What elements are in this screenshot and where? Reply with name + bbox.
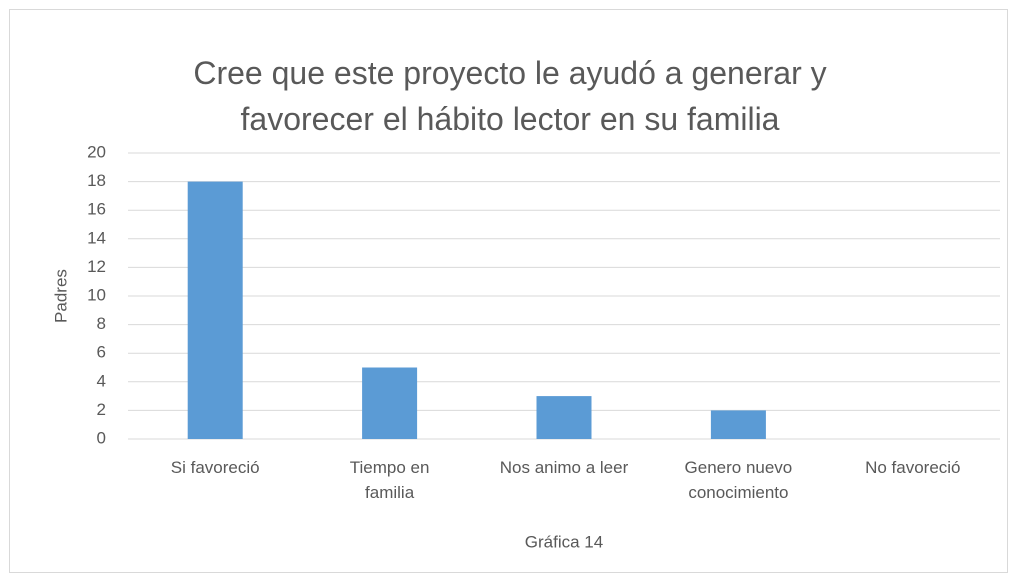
y-tick-label: 0 bbox=[97, 428, 106, 447]
y-tick-label: 6 bbox=[97, 343, 106, 362]
bar bbox=[536, 396, 592, 439]
y-tick-label: 12 bbox=[87, 257, 106, 276]
y-tick-label: 4 bbox=[97, 371, 106, 390]
y-tick-label: 16 bbox=[87, 200, 106, 219]
x-tick-label: No favoreció bbox=[865, 458, 960, 477]
bar bbox=[710, 410, 766, 439]
x-tick-label: Si favoreció bbox=[171, 458, 260, 477]
bar bbox=[362, 367, 418, 439]
x-tick-label: Tiempo en familia bbox=[350, 458, 430, 502]
y-tick-label: 10 bbox=[87, 285, 106, 304]
bar bbox=[187, 181, 243, 439]
y-tick-label: 8 bbox=[97, 314, 106, 333]
x-tick-label: Nos animo a leer bbox=[500, 458, 629, 477]
y-axis-label: Padres bbox=[51, 269, 70, 323]
y-tick-label: 2 bbox=[97, 400, 106, 419]
y-tick-label: 18 bbox=[87, 171, 106, 190]
chart-title: Cree que este proyecto le ayudó a genera… bbox=[193, 55, 827, 137]
x-axis-label: Gráfica 14 bbox=[525, 532, 603, 551]
y-tick-label: 20 bbox=[87, 142, 106, 161]
chart-border bbox=[9, 9, 1008, 573]
x-tick-label: Genero nuevo conocimiento bbox=[685, 458, 793, 502]
y-tick-label: 14 bbox=[87, 228, 106, 247]
